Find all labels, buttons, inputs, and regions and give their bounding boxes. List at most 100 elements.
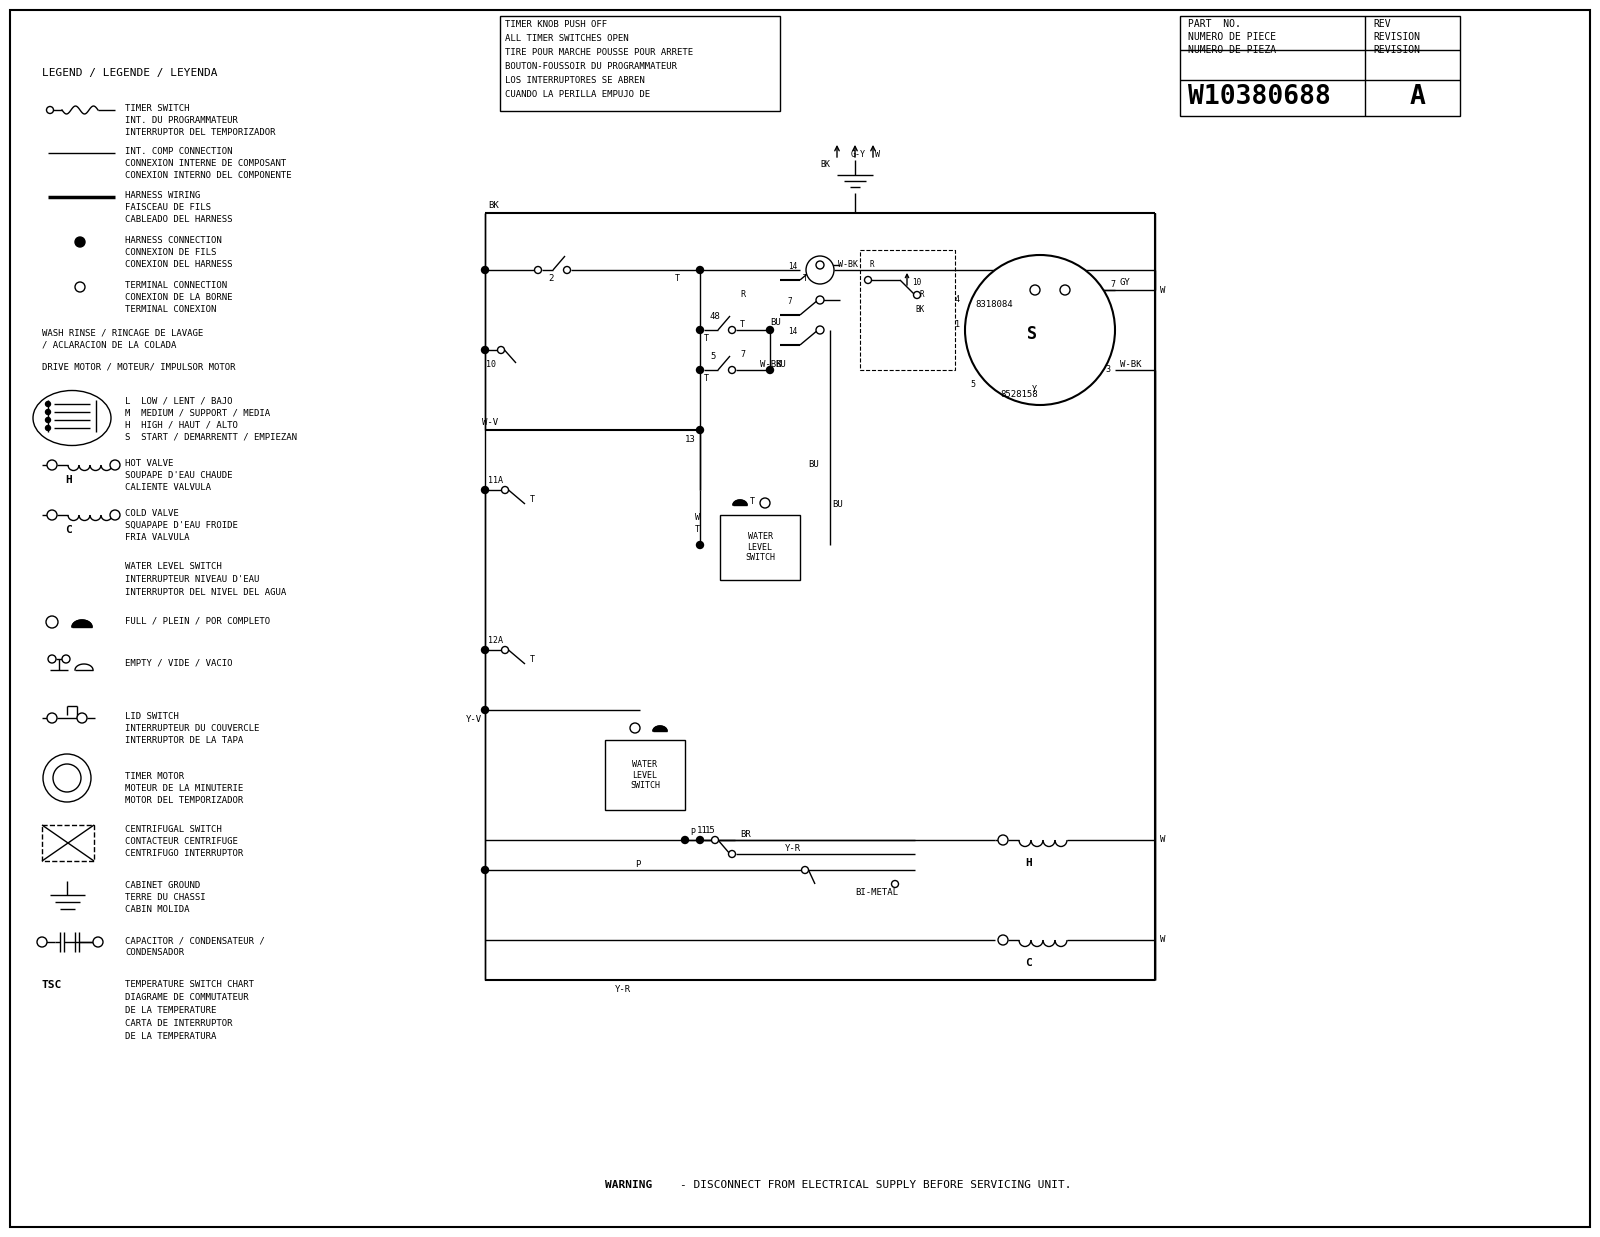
Circle shape	[998, 835, 1008, 845]
Text: CONNEXION DE FILS: CONNEXION DE FILS	[125, 247, 216, 257]
Text: INTERRUPTOR DEL NIVEL DEL AGUA: INTERRUPTOR DEL NIVEL DEL AGUA	[125, 588, 286, 597]
Text: 1: 1	[955, 320, 960, 329]
Circle shape	[1059, 285, 1070, 294]
Text: 3: 3	[1106, 365, 1110, 374]
Polygon shape	[72, 620, 93, 627]
Circle shape	[482, 706, 488, 714]
Text: LOS INTERRUPTORES SE ABREN: LOS INTERRUPTORES SE ABREN	[506, 75, 645, 85]
Text: WATER
LEVEL
SWITCH: WATER LEVEL SWITCH	[746, 532, 774, 562]
Circle shape	[501, 486, 509, 494]
Text: BK: BK	[488, 200, 499, 210]
Text: DIAGRAME DE COMMUTATEUR: DIAGRAME DE COMMUTATEUR	[125, 993, 248, 1002]
Text: CONNEXION INTERNE DE COMPOSANT: CONNEXION INTERNE DE COMPOSANT	[125, 160, 286, 168]
Text: Y-R: Y-R	[614, 985, 630, 995]
Text: HOT VALVE: HOT VALVE	[125, 459, 173, 468]
Text: H: H	[1026, 858, 1032, 868]
Circle shape	[806, 256, 834, 285]
Text: CALIENTE VALVULA: CALIENTE VALVULA	[125, 482, 211, 492]
Text: 14: 14	[787, 262, 797, 271]
Text: 12A: 12A	[488, 636, 502, 644]
Text: 7: 7	[1110, 280, 1115, 289]
Text: CUANDO LA PERILLA EMPUJO DE: CUANDO LA PERILLA EMPUJO DE	[506, 90, 650, 99]
Text: CENTRIFUGAL SWITCH: CENTRIFUGAL SWITCH	[125, 825, 222, 834]
Circle shape	[482, 486, 488, 494]
Circle shape	[891, 881, 899, 887]
Text: TSC: TSC	[42, 980, 62, 990]
Circle shape	[46, 616, 58, 628]
Text: CONDENSADOR: CONDENSADOR	[125, 948, 184, 957]
Text: SOUPAPE D'EAU CHAUDE: SOUPAPE D'EAU CHAUDE	[125, 471, 232, 480]
Circle shape	[482, 346, 488, 354]
Text: CONEXION INTERNO DEL COMPONENTE: CONEXION INTERNO DEL COMPONENTE	[125, 171, 291, 181]
Text: TEMPERATURE SWITCH CHART: TEMPERATURE SWITCH CHART	[125, 980, 254, 990]
Text: TIMER SWITCH: TIMER SWITCH	[125, 104, 189, 113]
Text: SQUAPAPE D'EAU FROIDE: SQUAPAPE D'EAU FROIDE	[125, 521, 238, 529]
Text: T: T	[530, 656, 534, 664]
Text: GY: GY	[1120, 278, 1131, 287]
Text: WASH RINSE / RINCAGE DE LAVAGE: WASH RINSE / RINCAGE DE LAVAGE	[42, 328, 203, 336]
Circle shape	[46, 106, 53, 114]
Text: H: H	[66, 475, 72, 485]
Circle shape	[696, 366, 704, 374]
Text: TERMINAL CONNECTION: TERMINAL CONNECTION	[125, 281, 227, 289]
Circle shape	[563, 266, 571, 273]
Text: 10: 10	[486, 360, 496, 369]
Text: BK: BK	[915, 306, 925, 314]
Circle shape	[630, 722, 640, 734]
Circle shape	[728, 327, 736, 334]
Text: / ACLARACION DE LA COLADA: / ACLARACION DE LA COLADA	[42, 341, 176, 350]
Text: MOTOR DEL TEMPORIZADOR: MOTOR DEL TEMPORIZADOR	[125, 795, 243, 805]
Text: CONEXION DE LA BORNE: CONEXION DE LA BORNE	[125, 293, 232, 302]
Circle shape	[712, 836, 718, 844]
Text: INTERRUPTEUR NIVEAU D'EAU: INTERRUPTEUR NIVEAU D'EAU	[125, 575, 259, 584]
Circle shape	[766, 327, 773, 334]
Text: INTERRUPTOR DEL TEMPORIZADOR: INTERRUPTOR DEL TEMPORIZADOR	[125, 127, 275, 137]
Text: ALL TIMER SWITCHES OPEN: ALL TIMER SWITCHES OPEN	[506, 33, 629, 43]
Text: REVISION: REVISION	[1373, 32, 1421, 42]
Text: T: T	[694, 524, 701, 534]
Text: CARTA DE INTERRUPTOR: CARTA DE INTERRUPTOR	[125, 1019, 232, 1028]
Text: 11A: 11A	[488, 476, 502, 485]
Text: WATER
LEVEL
SWITCH: WATER LEVEL SWITCH	[630, 760, 661, 790]
Text: Y: Y	[1032, 385, 1037, 395]
Text: INT. COMP CONNECTION: INT. COMP CONNECTION	[125, 147, 232, 156]
Text: 13: 13	[685, 435, 696, 444]
Text: COLD VALVE: COLD VALVE	[125, 508, 179, 518]
Text: LID SWITCH: LID SWITCH	[125, 713, 179, 721]
Text: DE LA TEMPERATURA: DE LA TEMPERATURA	[125, 1032, 216, 1042]
Text: BU: BU	[808, 460, 819, 469]
Text: MOTEUR DE LA MINUTERIE: MOTEUR DE LA MINUTERIE	[125, 784, 243, 793]
Circle shape	[1030, 285, 1040, 294]
Text: W-V: W-V	[482, 418, 498, 427]
Text: S: S	[1027, 325, 1037, 343]
Text: - DISCONNECT FROM ELECTRICAL SUPPLY BEFORE SERVICING UNIT.: - DISCONNECT FROM ELECTRICAL SUPPLY BEFO…	[680, 1180, 1072, 1190]
Text: CONTACTEUR CENTRIFUGE: CONTACTEUR CENTRIFUGE	[125, 837, 238, 846]
Text: CAPACITOR / CONDENSATEUR /: CAPACITOR / CONDENSATEUR /	[125, 936, 264, 945]
Text: T: T	[704, 374, 709, 383]
Circle shape	[816, 327, 824, 334]
Circle shape	[93, 936, 102, 948]
Circle shape	[534, 266, 541, 273]
Text: NUMERO DE PIECE: NUMERO DE PIECE	[1187, 32, 1277, 42]
Circle shape	[45, 409, 51, 414]
Text: 5: 5	[970, 380, 974, 388]
Text: INTERRUPTOR DE LA TAPA: INTERRUPTOR DE LA TAPA	[125, 736, 243, 745]
Circle shape	[696, 327, 704, 334]
Text: R: R	[739, 289, 746, 299]
Text: M  MEDIUM / SUPPORT / MEDIA: M MEDIUM / SUPPORT / MEDIA	[125, 408, 270, 417]
Circle shape	[696, 836, 704, 844]
Text: CABINET GROUND: CABINET GROUND	[125, 881, 200, 889]
Text: REVISION: REVISION	[1373, 45, 1421, 54]
Text: DRIVE MOTOR / MOTEUR/ IMPULSOR MOTOR: DRIVE MOTOR / MOTEUR/ IMPULSOR MOTOR	[42, 362, 235, 372]
Bar	[720, 515, 800, 580]
Text: BU: BU	[832, 500, 843, 508]
Circle shape	[46, 713, 58, 722]
Circle shape	[682, 836, 688, 844]
Text: INT. DU PROGRAMMATEUR: INT. DU PROGRAMMATEUR	[125, 116, 238, 125]
Circle shape	[46, 510, 58, 520]
Text: CABIN MOLIDA: CABIN MOLIDA	[125, 905, 189, 914]
Polygon shape	[733, 500, 747, 505]
Text: TERMINAL CONEXION: TERMINAL CONEXION	[125, 306, 216, 314]
Text: Y-R: Y-R	[786, 844, 802, 854]
Text: T: T	[739, 320, 746, 329]
